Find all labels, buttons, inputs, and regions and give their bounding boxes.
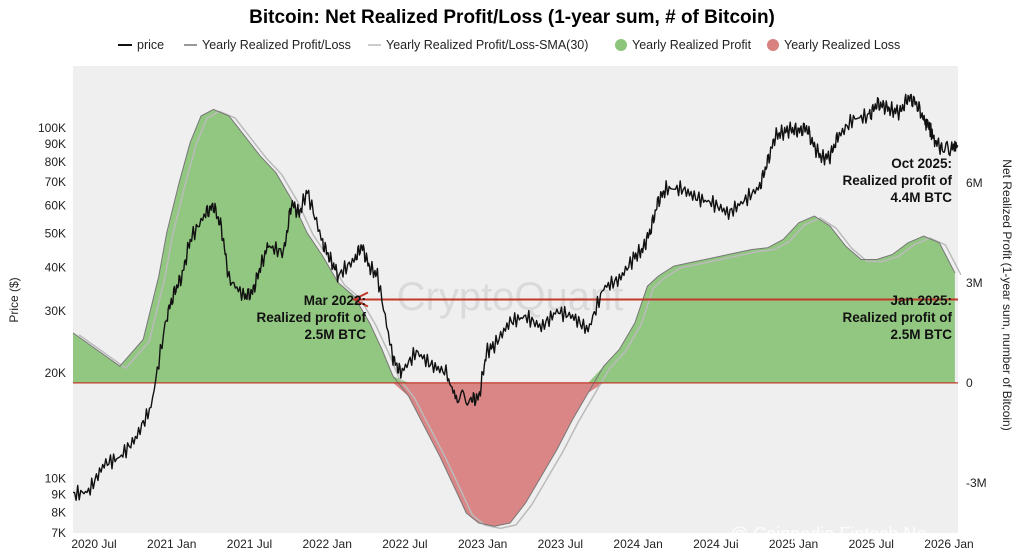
price-line — [72, 93, 959, 501]
y-right-axis-label: Net Realized Profit (1-year sum, number … — [1000, 159, 1014, 430]
y-left-tick-label: 80K — [45, 155, 66, 169]
y-left-tick-label: 70K — [45, 175, 66, 189]
y-left-tick-label: 50K — [45, 226, 66, 240]
comparison-arrow — [351, 291, 958, 308]
cryptoquant-watermark: CryptoQuant — [397, 275, 624, 319]
x-tick-label: 2021 Jan — [147, 537, 196, 551]
y-left-tick-label: 8K — [51, 506, 66, 520]
y-left-tick-label: 9K — [51, 488, 66, 502]
x-tick-label: 2024 Jan — [613, 537, 662, 551]
chart-title: Bitcoin: Net Realized Profit/Loss (1-yea… — [249, 7, 775, 28]
y-right-tick-label: 3M — [966, 276, 983, 290]
footer-watermark: @ Coinpedia Fintech Ne... — [730, 524, 941, 544]
y-left-ticks: 100K 90K 80K 70K 60K 50K 40K 30K 20K 10K 9K 8K 7K — [38, 121, 66, 540]
annotation-label: Mar 2022: Realized profit of 2.5M BTC — [256, 293, 366, 342]
y-left-tick-label: 40K — [45, 260, 66, 274]
legend-label-loss: Yearly Realized Loss — [784, 38, 900, 52]
x-tick-label: 2022 Jul — [382, 537, 427, 551]
x-tick-label: 2022 Jan — [302, 537, 351, 551]
arrow-head — [351, 291, 369, 308]
y-left-tick-label: 60K — [45, 199, 66, 213]
y-right-tick-label: -3M — [966, 476, 987, 490]
x-tick-label: 2023 Jul — [538, 537, 583, 551]
x-tick-label: 2021 Jul — [227, 537, 272, 551]
x-tick-label: 2020 Jul — [71, 537, 116, 551]
x-tick-label: 2024 Jul — [693, 537, 738, 551]
legend-label-npl: Yearly Realized Profit/Loss — [202, 38, 351, 52]
legend-swatch-profit — [615, 39, 627, 51]
x-tick-label: 2026 Jan — [924, 537, 973, 551]
sma-line — [78, 110, 962, 530]
npl-line — [72, 108, 956, 527]
annotation-label: Oct 2025: Realized profit of 4.4M BTC — [842, 156, 952, 205]
x-tick-label: 2023 Jan — [458, 537, 507, 551]
profit-area — [73, 109, 955, 383]
x-ticks: 2020 Jul 2021 Jan 2021 Jul 2022 Jan 2022 Jul… — [71, 537, 973, 551]
y-left-tick-label: 90K — [45, 137, 66, 151]
x-tick-label: 2025 Jan — [769, 537, 818, 551]
legend-swatch-loss — [767, 39, 779, 51]
y-left-tick-label: 100K — [38, 121, 66, 135]
x-tick-label: 2025 Jul — [849, 537, 894, 551]
y-left-tick-label: 10K — [45, 472, 66, 486]
y-left-axis-label: Price ($) — [7, 277, 21, 322]
y-left-tick-label: 20K — [45, 366, 66, 380]
y-right-tick-label: 6M — [966, 176, 983, 190]
y-right-ticks: 6M 3M 0 -3M — [966, 176, 987, 490]
annotations: Mar 2022: Realized profit of 2.5M BTC Jan 2… — [256, 156, 952, 342]
legend: price Yearly Realized Profit/Loss Yearly… — [118, 38, 900, 52]
y-left-tick-label: 30K — [45, 304, 66, 318]
y-left-tick-label: 7K — [51, 526, 66, 540]
legend-label-sma: Yearly Realized Profit/Loss-SMA(30) — [386, 38, 588, 52]
annotation-label: Jan 2025: Realized profit of 2.5M BTC — [842, 293, 952, 342]
y-right-tick-label: 0 — [966, 376, 973, 390]
legend-label-profit: Yearly Realized Profit — [632, 38, 752, 52]
loss-area — [73, 382, 955, 527]
legend-label-price: price — [137, 38, 164, 52]
